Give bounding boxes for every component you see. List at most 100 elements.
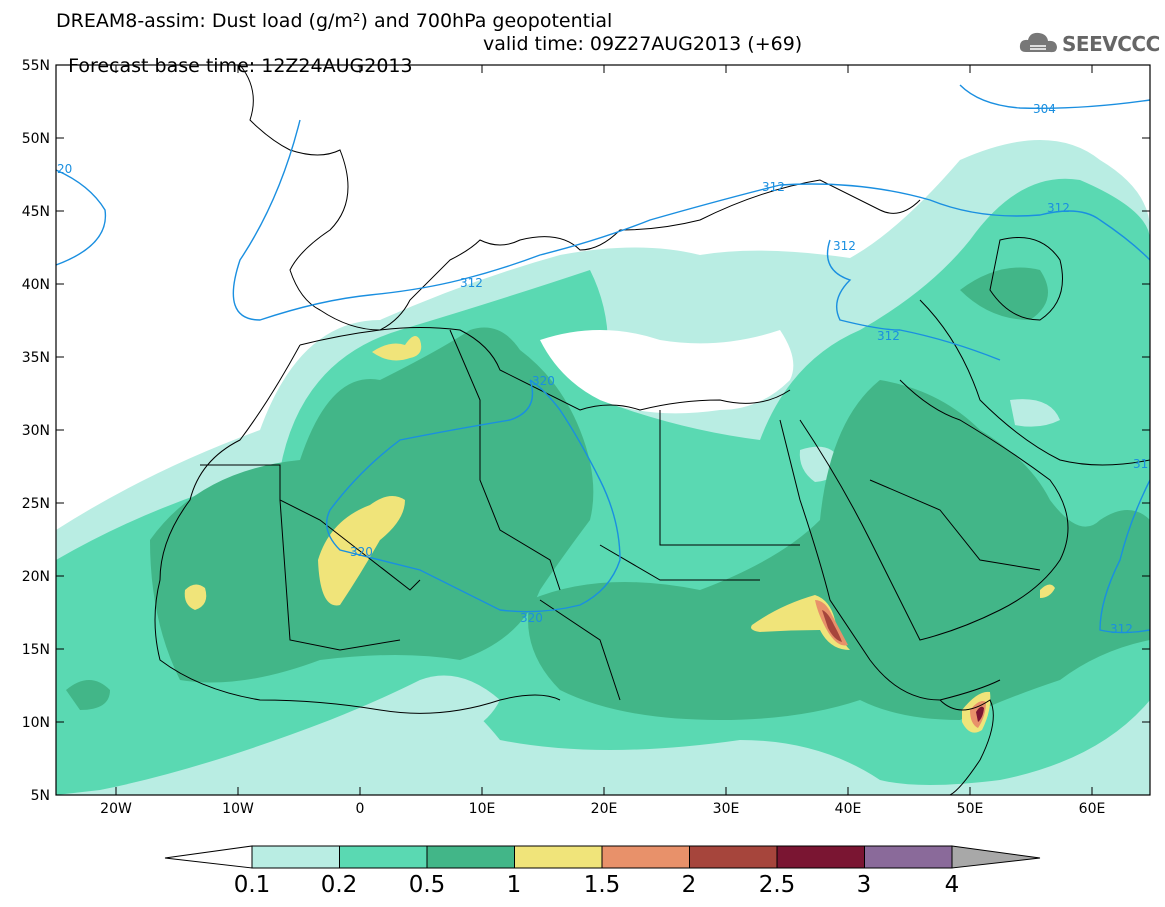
border-chad — [539, 599, 621, 701]
lon-label: 10E — [469, 801, 496, 817]
contour-label: 312 — [1047, 201, 1070, 215]
coastline-horn — [939, 699, 994, 795]
colorbar-label: 1 — [507, 872, 522, 898]
colorbar-box — [776, 845, 865, 869]
contour-312-east — [826, 239, 1001, 361]
valid-time: valid time: 09Z27AUG2013 (+69) — [483, 33, 803, 55]
lat-label: 10N — [22, 715, 50, 731]
lon-labels: 20W 10W 0 10E 20E 30E 40E 50E 60E — [100, 801, 1105, 817]
colorbar-label: 4 — [945, 872, 960, 898]
lat-label: 25N — [22, 496, 50, 512]
contour-320 — [326, 379, 621, 613]
dust-band-0-5-southwest — [66, 680, 110, 710]
colorbar-over-arrow — [951, 845, 1041, 869]
colorbar-under-arrow — [164, 845, 253, 869]
border-caspian — [989, 237, 1063, 321]
dust-patch-1-0-mauritania — [184, 584, 207, 610]
contour-label: 304 — [1033, 102, 1056, 116]
dust-band-0-5-east — [528, 380, 1150, 720]
coastline-west-africa — [154, 344, 561, 714]
lat-label: 15N — [22, 642, 50, 658]
contour-320-west — [56, 169, 107, 266]
colorbar: 0.1 0.2 0.5 1 1.5 2 2.5 3 4 — [164, 845, 1041, 898]
geopotential-contours — [56, 84, 1150, 634]
coastline-north-africa — [299, 327, 791, 411]
lat-labels: 55N 50N 45N 40N 35N 30N 25N 20N 15N 10N … — [22, 58, 50, 804]
colorbar-label: 0.5 — [409, 872, 446, 898]
lat-label: 45N — [22, 204, 50, 220]
lat-label: 55N — [22, 58, 50, 74]
seevccc-logo: SEEVCCC — [1018, 28, 1160, 60]
colorbar-box — [689, 845, 778, 869]
lat-label: 30N — [22, 423, 50, 439]
colorbar-box — [864, 845, 953, 869]
dust-band-0-5-caspian — [960, 267, 1048, 320]
coastline-europe — [239, 65, 921, 331]
contour-label: 312 — [833, 239, 856, 253]
time-info: Forecast base time: 12Z24AUG2013 valid t… — [56, 33, 802, 99]
colorbar-label: 0.1 — [234, 872, 271, 898]
colorbar-box — [426, 845, 515, 869]
colorbar-box — [601, 845, 690, 869]
dust-patch-1-0-sahara — [318, 496, 405, 606]
contour-label: 320 — [350, 545, 373, 559]
dust-gap-mediterranean — [540, 330, 794, 414]
lat-label: 5N — [31, 788, 50, 804]
contour-label: 312 — [1110, 622, 1133, 636]
colorbar-label: 3 — [857, 872, 872, 898]
dust-patch-1-0-oman — [1040, 584, 1055, 598]
lat-label: 50N — [22, 131, 50, 147]
border-mali — [279, 499, 401, 651]
contour-labels: 304 312 312 312 312 312 320 320 320 20 3… — [57, 102, 1148, 636]
dust-patch-2-0-red-sea — [822, 610, 842, 642]
border-saudi — [869, 479, 1041, 571]
border-sahara-2 — [449, 329, 561, 591]
border-egypt-libya — [659, 410, 800, 546]
lat-label: 20N — [22, 569, 50, 585]
contour-label: 320 — [520, 611, 543, 625]
contour-label: 312 — [460, 276, 483, 290]
colorbar-box — [251, 845, 340, 869]
lon-label: 60E — [1079, 801, 1106, 817]
lat-label: 35N — [22, 350, 50, 366]
lon-label: 50E — [957, 801, 984, 817]
dust-gap-light-3 — [1010, 399, 1060, 427]
dust-patch-1-0-atlas — [372, 336, 422, 361]
cloud-logo-icon — [1019, 32, 1057, 53]
contour-312-west — [232, 119, 1150, 321]
colorbar-label: 0.2 — [321, 872, 358, 898]
contour-312-south — [1099, 479, 1150, 634]
lat-ticks — [56, 64, 1150, 723]
dust-gap-light-2 — [407, 675, 500, 740]
lon-ticks — [115, 65, 1093, 795]
dust-field — [56, 140, 1150, 795]
colorbar-label: 1.5 — [584, 872, 621, 898]
coastline-arabia — [799, 379, 1069, 641]
lat-label: 40N — [22, 277, 50, 293]
lon-label: 20W — [100, 801, 132, 817]
lon-label: 40E — [835, 801, 862, 817]
contour-label: 20 — [57, 162, 72, 176]
logo-text: SEEVCCC — [1062, 32, 1160, 56]
contour-label: 312 — [762, 180, 785, 194]
contour-label: 31 — [1133, 457, 1148, 471]
contour-label: 312 — [877, 329, 900, 343]
colorbar-label: 2 — [682, 872, 697, 898]
lon-label: 30E — [713, 801, 740, 817]
map-title: DREAM8-assim: Dust load (g/m²) and 700hP… — [56, 10, 613, 32]
colorbar-box — [339, 845, 428, 869]
lon-label: 20E — [591, 801, 618, 817]
colorbar-box — [514, 845, 603, 869]
border-sahara-1 — [200, 464, 421, 591]
colorbar-label: 2.5 — [759, 872, 796, 898]
dust-patch-2-5-somalia — [976, 706, 984, 722]
lon-label: 10W — [222, 801, 254, 817]
contour-label: 320 — [532, 374, 555, 388]
colorbar-boxes — [251, 845, 953, 869]
contour-304 — [959, 84, 1150, 110]
colorbar-labels: 0.1 0.2 0.5 1 1.5 2 2.5 3 4 — [234, 872, 960, 898]
coastlines — [154, 65, 1150, 795]
base-time: Forecast base time: 12Z24AUG2013 — [68, 55, 413, 77]
lon-label: 0 — [356, 801, 365, 817]
